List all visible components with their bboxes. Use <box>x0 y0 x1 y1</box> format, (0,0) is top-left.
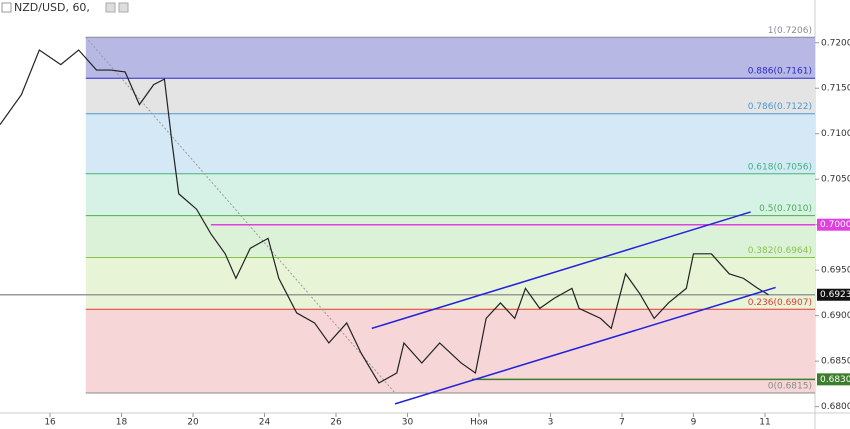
x-tick-label: 24 <box>259 418 271 428</box>
price-label-box <box>817 218 850 231</box>
y-tick-label: 0.7100 <box>821 129 850 139</box>
price-line-series <box>0 49 769 384</box>
x-tick-label: 9 <box>691 418 697 428</box>
price-label: 0.7000 <box>820 220 850 230</box>
collapse-icon[interactable] <box>1 2 12 13</box>
chart-title: NZD/USD, 60, <box>14 1 90 14</box>
fib-band <box>85 113 815 174</box>
x-tick-label: 26 <box>330 418 342 428</box>
fib-band <box>85 215 815 258</box>
fib-trend <box>85 36 396 394</box>
x-tick-label: 7 <box>619 418 625 428</box>
fib-label: 0.236(0.6907) <box>748 298 812 308</box>
y-tick-label: 0.6850 <box>821 357 850 367</box>
x-tick-label: 3 <box>548 418 554 428</box>
channel-line <box>371 211 751 330</box>
price-label-box <box>817 373 850 386</box>
close-icon[interactable] <box>118 2 129 13</box>
x-tick-label: Ноя <box>470 418 488 428</box>
price-label: 0.6923 <box>820 290 850 300</box>
fib-band <box>85 37 815 79</box>
fib-band <box>85 173 815 216</box>
fib-label: 0(0.6815) <box>768 381 812 391</box>
y-tick-label: 0.6800 <box>821 402 850 412</box>
y-tick-label: 0.6900 <box>821 311 850 321</box>
fib-label: 0.618(0.7056) <box>748 162 812 172</box>
price-label: 0.6830 <box>820 375 850 385</box>
y-tick-label: 0.7200 <box>821 38 850 48</box>
fib-band <box>85 309 815 393</box>
fib-band <box>85 78 815 114</box>
fib-label: 0.5(0.7010) <box>759 204 812 214</box>
x-tick-label: 16 <box>44 418 56 428</box>
fib-label: 0.886(0.7161) <box>748 67 812 77</box>
y-tick-label: 0.6950 <box>821 266 850 276</box>
fib-label: 0.786(0.7122) <box>748 102 812 112</box>
price-label-box <box>817 288 850 301</box>
settings-icon[interactable] <box>105 2 116 13</box>
y-tick-label: 0.7150 <box>821 84 850 94</box>
channel-line <box>394 286 776 405</box>
x-tick-label: 18 <box>116 418 128 428</box>
fib-label: 1(0.7206) <box>768 26 812 36</box>
fib-label: 0.382(0.6964) <box>748 246 812 256</box>
x-tick-label: 11 <box>759 418 770 428</box>
x-tick-label: 30 <box>402 418 414 428</box>
x-tick-label: 20 <box>187 418 199 428</box>
y-tick-label: 0.7050 <box>821 175 850 185</box>
fib-band <box>85 257 815 310</box>
